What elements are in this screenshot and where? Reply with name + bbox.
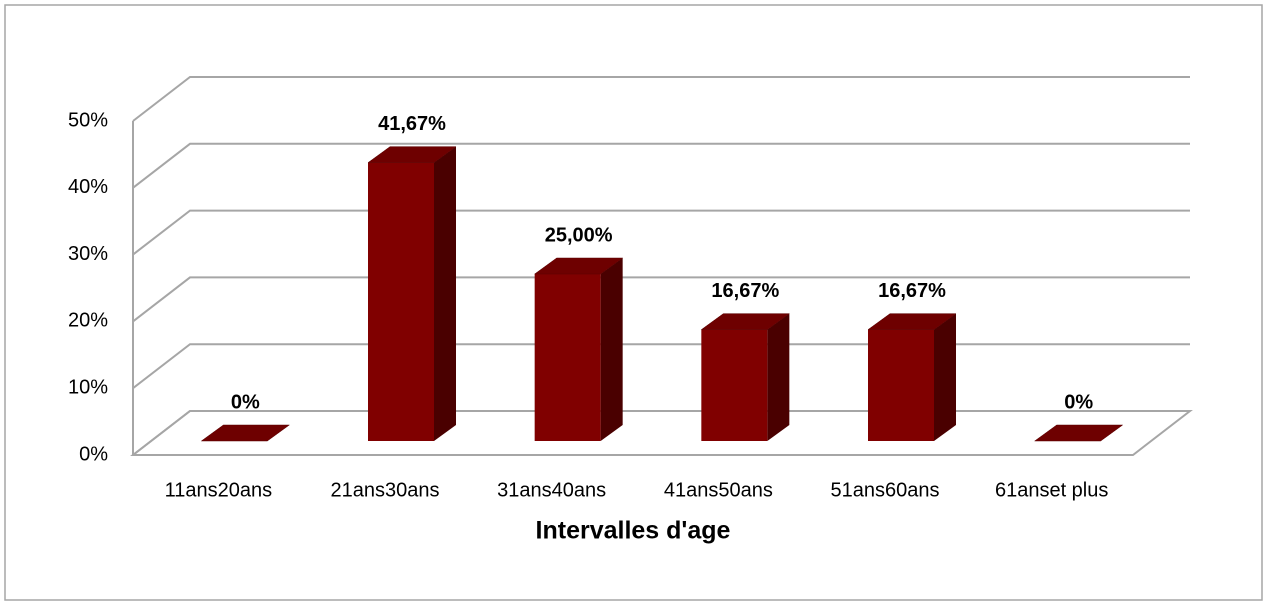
y-tick-label: 30% [68,243,108,265]
bar-top [1033,424,1124,442]
x-tick-label: 21ans30ans [331,479,440,501]
x-axis-title: Intervalles d'age [536,517,731,545]
x-tick-label: 31ans40ans [497,479,606,501]
bar-top [533,257,624,275]
bar-top [700,313,791,330]
bar-side [600,258,623,441]
bar [1033,424,1124,442]
bar-front [868,329,934,441]
y-tick-label: 10% [68,376,108,398]
x-tick-label: 41ans50ans [664,479,773,501]
bar [533,257,624,441]
data-label: 41,67% [378,113,446,135]
bar-top [867,313,957,330]
y-tick-label: 50% [68,109,108,131]
y-tick-label: 40% [68,176,108,198]
data-label: 16,67% [878,280,946,302]
data-label: 0% [231,391,260,413]
x-tick-label: 51ans60ans [831,479,940,501]
bar-top [367,146,457,163]
grid-line [132,276,1190,323]
bar-side [767,313,790,441]
grid-line [132,343,1190,389]
bar-top [200,424,291,442]
bar [700,313,791,441]
bar-front [701,329,768,441]
x-tick-label: 11ans20ans [165,479,273,501]
grid-line [132,142,1190,189]
bar [367,146,457,441]
chart-frame [4,4,1263,601]
x-tick-label: 61anset plus [995,479,1108,501]
data-label: 25,00% [545,224,613,246]
data-label: 0% [1064,391,1093,413]
bar [867,313,957,441]
y-tick-label: 0% [79,443,108,465]
data-label: 16,67% [711,280,779,302]
grid-line [132,410,1190,456]
bar-side [934,313,956,441]
grid-line [132,209,1190,256]
grid-line [132,76,1190,122]
y-tick-label: 20% [68,310,108,332]
bar-front [368,162,434,441]
bar [200,424,291,442]
bar-front [534,274,601,441]
bar-side [434,146,456,441]
